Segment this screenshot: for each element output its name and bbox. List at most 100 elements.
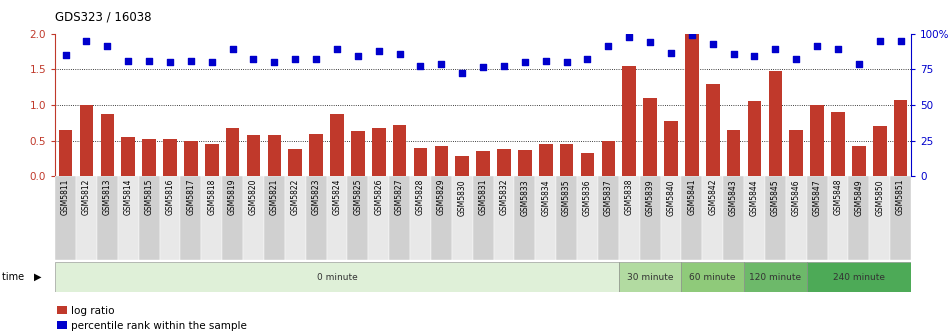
FancyBboxPatch shape	[347, 176, 368, 260]
Bar	[789, 130, 803, 176]
Bar	[706, 84, 720, 176]
Text: percentile rank within the sample: percentile rank within the sample	[71, 321, 247, 331]
FancyBboxPatch shape	[765, 176, 786, 260]
FancyBboxPatch shape	[535, 176, 556, 260]
Text: GSM5831: GSM5831	[478, 179, 488, 215]
FancyBboxPatch shape	[786, 176, 806, 260]
Point	[184, 58, 199, 64]
FancyBboxPatch shape	[118, 176, 139, 260]
FancyBboxPatch shape	[181, 176, 202, 260]
Text: GSM5824: GSM5824	[333, 179, 341, 215]
Text: ▶: ▶	[34, 272, 42, 282]
Text: GSM5828: GSM5828	[416, 179, 425, 215]
Point	[747, 54, 762, 59]
FancyBboxPatch shape	[55, 262, 619, 292]
Text: GSM5846: GSM5846	[792, 179, 801, 216]
Bar	[414, 148, 427, 176]
FancyBboxPatch shape	[661, 176, 682, 260]
Text: GSM5832: GSM5832	[499, 179, 509, 215]
Text: GSM5844: GSM5844	[750, 179, 759, 216]
FancyBboxPatch shape	[848, 176, 869, 260]
Bar	[372, 128, 385, 176]
Bar	[873, 126, 886, 176]
Text: GSM5820: GSM5820	[249, 179, 258, 215]
Bar	[831, 112, 844, 176]
Bar	[330, 114, 343, 176]
FancyBboxPatch shape	[869, 176, 890, 260]
Bar	[810, 105, 824, 176]
Text: GSM5848: GSM5848	[833, 179, 843, 215]
Text: GSM5834: GSM5834	[541, 179, 551, 216]
Bar	[643, 98, 657, 176]
Point	[287, 56, 302, 61]
Text: GSM5827: GSM5827	[395, 179, 404, 215]
Bar	[852, 146, 865, 176]
Text: 120 minute: 120 minute	[749, 273, 802, 282]
Text: GSM5815: GSM5815	[145, 179, 154, 215]
Bar	[518, 150, 532, 176]
Point	[371, 49, 386, 54]
FancyBboxPatch shape	[702, 176, 723, 260]
Point	[225, 47, 241, 52]
FancyBboxPatch shape	[494, 176, 514, 260]
Point	[455, 70, 470, 76]
FancyBboxPatch shape	[890, 176, 911, 260]
Bar	[184, 141, 198, 176]
Bar	[288, 149, 302, 176]
Point	[142, 58, 157, 64]
Point	[163, 59, 178, 65]
Text: GDS323 / 16038: GDS323 / 16038	[55, 10, 151, 23]
FancyBboxPatch shape	[243, 176, 264, 260]
FancyBboxPatch shape	[368, 176, 389, 260]
Bar	[164, 139, 177, 176]
Text: GSM5818: GSM5818	[207, 179, 216, 215]
FancyBboxPatch shape	[160, 176, 181, 260]
FancyBboxPatch shape	[682, 262, 744, 292]
Point	[392, 51, 407, 56]
Text: GSM5840: GSM5840	[667, 179, 675, 216]
Point	[308, 56, 323, 61]
Point	[851, 61, 866, 67]
FancyBboxPatch shape	[264, 176, 284, 260]
FancyBboxPatch shape	[723, 176, 744, 260]
Bar	[497, 149, 511, 176]
Bar	[351, 131, 364, 176]
FancyBboxPatch shape	[410, 176, 431, 260]
FancyBboxPatch shape	[202, 176, 223, 260]
FancyBboxPatch shape	[682, 176, 702, 260]
Text: 60 minute: 60 minute	[689, 273, 736, 282]
Point	[893, 38, 908, 43]
Point	[872, 38, 887, 43]
FancyBboxPatch shape	[514, 176, 535, 260]
FancyBboxPatch shape	[326, 176, 347, 260]
Text: GSM5817: GSM5817	[186, 179, 195, 215]
Text: GSM5847: GSM5847	[812, 179, 822, 216]
Bar	[143, 138, 156, 176]
Text: GSM5845: GSM5845	[771, 179, 780, 216]
Bar	[393, 125, 406, 176]
Text: GSM5843: GSM5843	[729, 179, 738, 216]
Point	[809, 44, 825, 49]
Point	[643, 40, 658, 45]
FancyBboxPatch shape	[619, 262, 682, 292]
FancyBboxPatch shape	[76, 176, 97, 260]
Text: GSM5830: GSM5830	[457, 179, 467, 216]
Text: GSM5851: GSM5851	[896, 179, 905, 215]
Point	[434, 61, 449, 67]
Bar	[267, 135, 281, 176]
Bar	[80, 105, 93, 176]
Bar	[246, 135, 261, 176]
Point	[121, 58, 136, 64]
FancyBboxPatch shape	[640, 176, 661, 260]
Bar	[225, 128, 240, 176]
Bar	[664, 121, 678, 176]
FancyBboxPatch shape	[389, 176, 410, 260]
FancyBboxPatch shape	[806, 262, 911, 292]
Point	[476, 65, 491, 70]
FancyBboxPatch shape	[827, 176, 848, 260]
Point	[622, 35, 637, 40]
Bar	[623, 66, 636, 176]
Point	[204, 59, 220, 65]
Bar	[435, 146, 448, 176]
Point	[58, 52, 73, 58]
